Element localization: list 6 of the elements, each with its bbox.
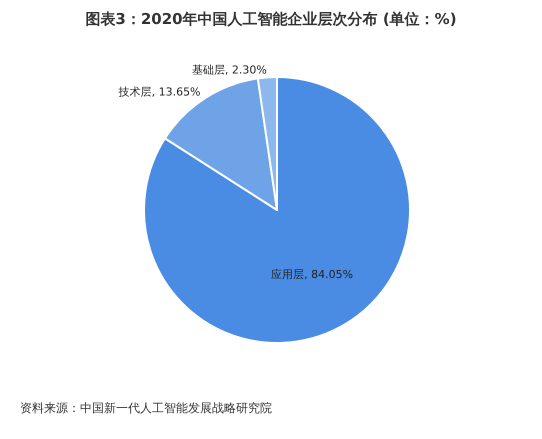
pie-slice bbox=[143, 76, 411, 344]
chart-title: 图表3：2020年中国人工智能企业层次分布 (单位：%) bbox=[85, 10, 457, 28]
text: 资料来源：中国新一代人工智能发展战略研究院 bbox=[20, 401, 272, 415]
slice-label: 应用层, 84.05% bbox=[271, 268, 354, 282]
slice-label: 基础层, 2.30% bbox=[192, 63, 267, 76]
slice-label: 技术层, 13.65% bbox=[118, 86, 201, 99]
